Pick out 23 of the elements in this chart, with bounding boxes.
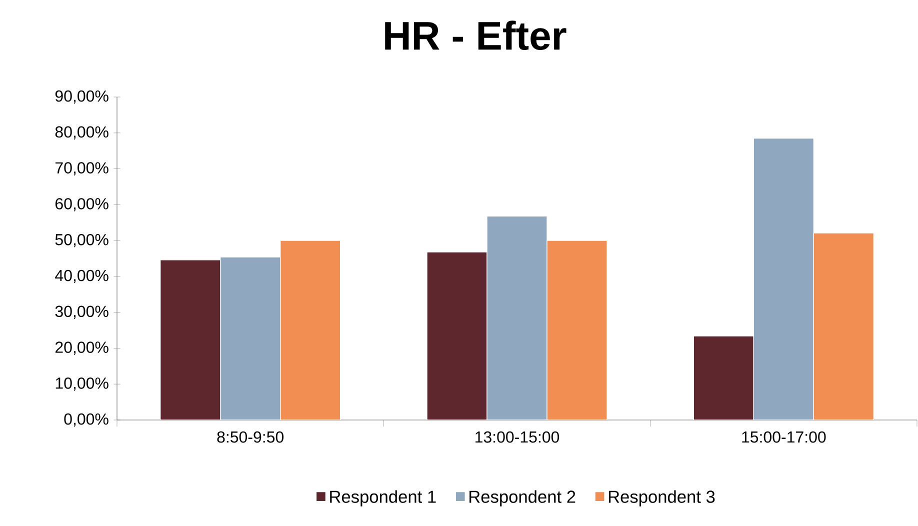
bar bbox=[220, 256, 281, 420]
y-tick-label: 10,00% bbox=[56, 378, 108, 391]
y-tick-label: 0,00% bbox=[64, 413, 108, 427]
y-tick-label: 20,00% bbox=[55, 342, 108, 355]
y-tick-label: 30,00% bbox=[55, 306, 108, 319]
bar bbox=[280, 240, 341, 420]
bar bbox=[813, 232, 874, 420]
x-tick-label: 13:00-15:00 bbox=[476, 431, 560, 443]
bar bbox=[753, 138, 814, 420]
legend-label: Respondent 1 bbox=[330, 490, 436, 506]
chart-title: HR - Efter bbox=[385, 20, 566, 50]
x-tick-label: 15:00-17:00 bbox=[742, 431, 826, 443]
y-tick-label: 80,00% bbox=[55, 126, 108, 140]
bar bbox=[486, 216, 548, 420]
bar bbox=[546, 240, 608, 420]
y-tick-label: 40,00% bbox=[55, 270, 108, 284]
legend-label: Respondent 2 bbox=[470, 490, 576, 506]
y-tick-label: 60,00% bbox=[56, 198, 108, 212]
y-tick-label: 90,00% bbox=[55, 90, 108, 104]
y-tick-label: 70,00% bbox=[56, 162, 108, 176]
legend-label: Respondent 3 bbox=[608, 490, 715, 506]
y-tick-label: 50,00% bbox=[55, 234, 108, 248]
x-tick-label: 8:50-9:50 bbox=[217, 431, 284, 443]
